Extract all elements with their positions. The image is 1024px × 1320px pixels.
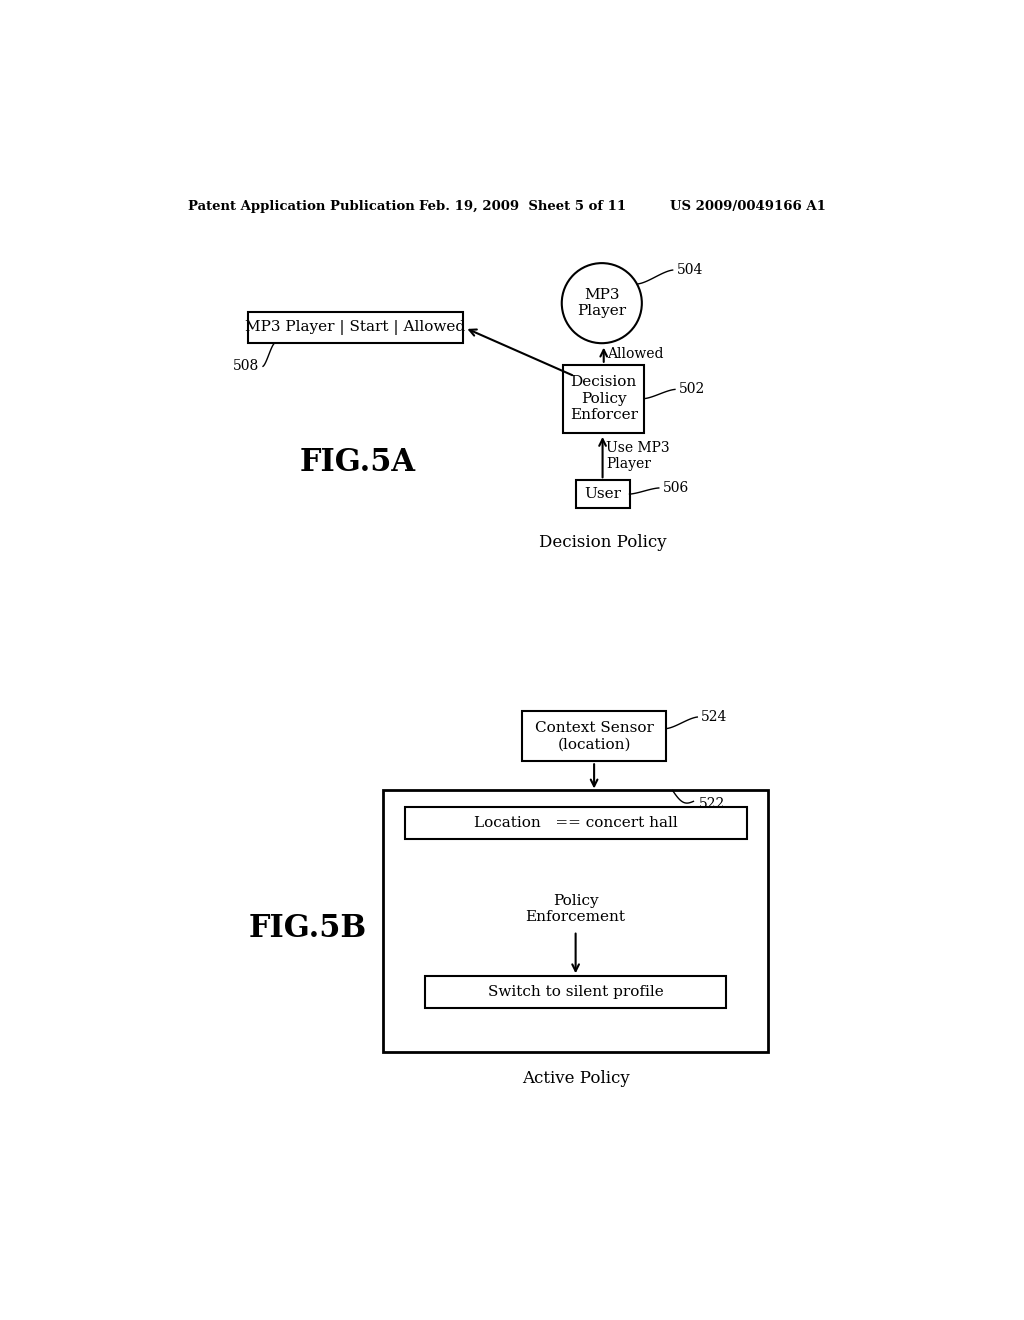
- Text: Active Policy: Active Policy: [522, 1071, 630, 1088]
- FancyBboxPatch shape: [383, 789, 768, 1052]
- Text: Location   == concert hall: Location == concert hall: [474, 816, 678, 830]
- Text: Use MP3
Player: Use MP3 Player: [606, 441, 670, 471]
- Text: Decision
Policy
Enforcer: Decision Policy Enforcer: [569, 375, 638, 422]
- Text: MP3
Player: MP3 Player: [578, 288, 627, 318]
- Text: User: User: [584, 487, 622, 502]
- Text: FIG.5B: FIG.5B: [249, 913, 367, 944]
- Text: Policy
Enforcement: Policy Enforcement: [525, 894, 626, 924]
- FancyBboxPatch shape: [404, 807, 746, 840]
- Text: 506: 506: [663, 480, 689, 495]
- FancyBboxPatch shape: [575, 480, 630, 508]
- FancyBboxPatch shape: [248, 313, 463, 343]
- Text: US 2009/0049166 A1: US 2009/0049166 A1: [670, 199, 825, 213]
- Text: Patent Application Publication: Patent Application Publication: [188, 199, 415, 213]
- Text: 522: 522: [698, 797, 725, 810]
- Text: 508: 508: [232, 359, 259, 374]
- Text: FIG.5A: FIG.5A: [300, 447, 416, 478]
- Text: 524: 524: [701, 710, 727, 725]
- FancyBboxPatch shape: [425, 977, 726, 1008]
- Text: Allowed: Allowed: [607, 347, 664, 360]
- FancyBboxPatch shape: [563, 364, 644, 433]
- Text: 504: 504: [677, 263, 702, 277]
- Text: Context Sensor
(location): Context Sensor (location): [535, 721, 653, 751]
- Circle shape: [562, 263, 642, 343]
- Text: 502: 502: [679, 383, 706, 396]
- Text: Switch to silent profile: Switch to silent profile: [487, 985, 664, 999]
- Text: Decision Policy: Decision Policy: [539, 535, 667, 552]
- FancyBboxPatch shape: [521, 711, 667, 762]
- Text: MP3 Player | Start | Allowed: MP3 Player | Start | Allowed: [246, 321, 466, 335]
- Text: Feb. 19, 2009  Sheet 5 of 11: Feb. 19, 2009 Sheet 5 of 11: [419, 199, 627, 213]
